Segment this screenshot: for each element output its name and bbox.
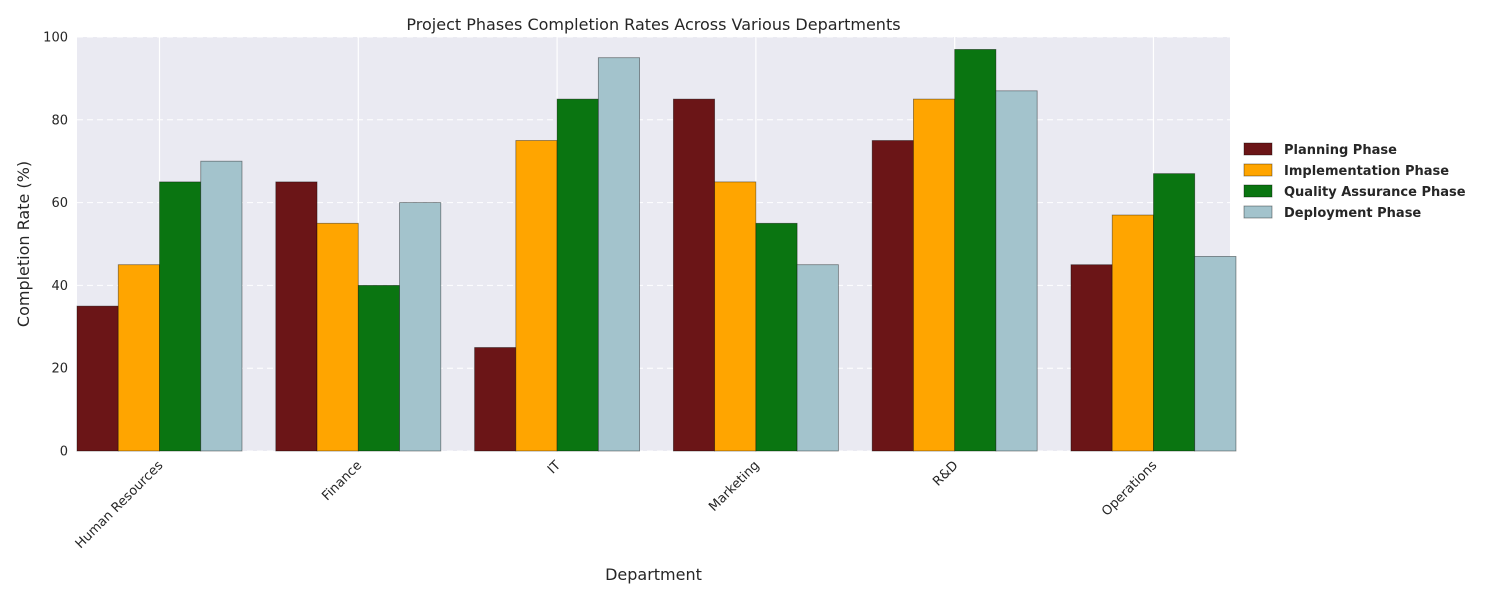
bar bbox=[755, 222, 798, 452]
legend-label: Planning Phase bbox=[1284, 143, 1397, 158]
bar bbox=[357, 284, 400, 452]
x-tick-label: R&D bbox=[930, 458, 961, 489]
y-tick-label: 20 bbox=[51, 362, 68, 377]
bar bbox=[474, 347, 517, 452]
bar bbox=[515, 140, 558, 452]
x-tick-label: Human Resources bbox=[73, 458, 167, 552]
x-tick-label: Marketing bbox=[706, 458, 762, 514]
bar bbox=[556, 98, 599, 452]
legend-swatch bbox=[1243, 142, 1273, 156]
bar bbox=[1153, 173, 1196, 452]
chart-title: Project Phases Completion Rates Across V… bbox=[406, 15, 900, 34]
legend-swatch bbox=[1243, 205, 1273, 219]
bar bbox=[1194, 256, 1237, 452]
x-tick-label: Finance bbox=[319, 458, 365, 504]
bar bbox=[954, 49, 997, 452]
bar bbox=[316, 222, 359, 452]
y-tick-label: 80 bbox=[51, 113, 68, 128]
bar bbox=[1070, 264, 1113, 452]
bar bbox=[275, 181, 318, 452]
x-tick-label: IT bbox=[545, 458, 564, 477]
bar bbox=[714, 181, 757, 452]
bar bbox=[672, 98, 716, 452]
y-tick-label: 0 bbox=[60, 445, 68, 460]
legend-label: Quality Assurance Phase bbox=[1284, 185, 1466, 200]
legend-swatch bbox=[1243, 163, 1273, 177]
bar bbox=[159, 181, 202, 452]
plot-area bbox=[77, 37, 1230, 451]
y-tick-label: 60 bbox=[51, 196, 68, 211]
y-axis-title: Completion Rate (%) bbox=[14, 161, 33, 327]
legend-swatch bbox=[1243, 184, 1273, 198]
x-tick-label: Operations bbox=[1099, 458, 1160, 519]
bar bbox=[1111, 214, 1154, 452]
legend-label: Deployment Phase bbox=[1284, 206, 1421, 221]
bar bbox=[913, 98, 956, 452]
bar bbox=[117, 264, 160, 452]
bar bbox=[871, 140, 914, 452]
x-axis-title: Department bbox=[605, 565, 702, 584]
bar bbox=[200, 160, 243, 452]
legend: Planning Phase Implementation Phase Qualit… bbox=[1243, 142, 1466, 221]
bar bbox=[76, 305, 119, 452]
legend-label: Implementation Phase bbox=[1284, 164, 1449, 179]
bar bbox=[995, 90, 1038, 452]
bar bbox=[399, 202, 442, 452]
bar bbox=[597, 57, 640, 452]
y-tick-label: 100 bbox=[43, 31, 68, 46]
y-tick-label: 40 bbox=[51, 279, 68, 294]
bar bbox=[796, 264, 839, 452]
